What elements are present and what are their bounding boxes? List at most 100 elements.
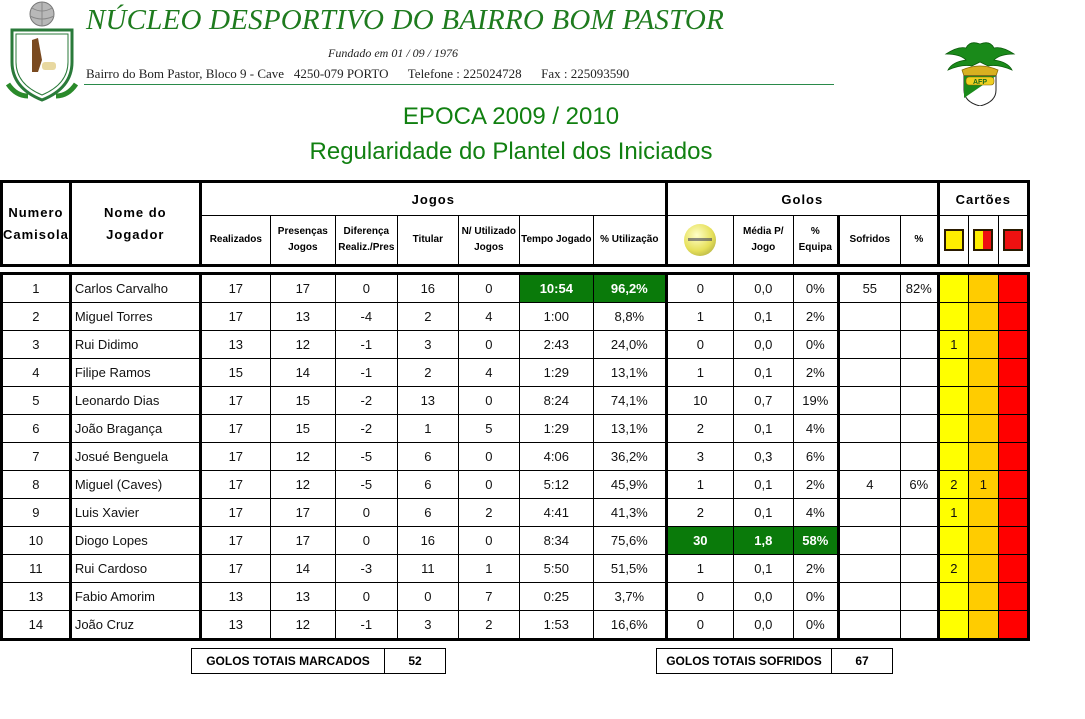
total-goals-conceded-value: 67: [831, 648, 893, 674]
cell-numero: 13: [0, 582, 72, 611]
cell-pct-sofridos: [899, 414, 940, 443]
cell-diferenca: -5: [334, 470, 398, 499]
header-titular: Titular: [396, 215, 459, 266]
cell-presencas: 14: [269, 358, 336, 387]
header-pct-sofridos: %: [899, 215, 940, 266]
cell-sofridos: [837, 330, 901, 359]
cell-nao-utilizado: 1: [457, 554, 520, 583]
cell-yellow-cards: [937, 302, 969, 331]
cell-titular: 16: [396, 273, 459, 303]
cell-yellow-cards: 1: [937, 498, 969, 527]
cell-diferenca: 0: [334, 526, 398, 555]
cell-titular: 2: [396, 302, 459, 331]
cell-pct-utilizacao: 3,7%: [592, 582, 668, 611]
section-title: Regularidade do Plantel dos Iniciados: [309, 138, 713, 165]
cell-numero: 11: [0, 554, 72, 583]
cell-nao-utilizado: 0: [457, 386, 520, 415]
cell-sofridos: [837, 498, 901, 527]
cell-second-yellow-cards: [967, 414, 999, 443]
cell-golos: 2: [665, 498, 734, 527]
cell-sofridos: [837, 358, 901, 387]
player-row: 14 João Cruz 13 12 -1 3 2 1:53 16,6% 0 0,0 0%: [0, 610, 1030, 641]
cell-pct-equipa: 2%: [792, 470, 840, 499]
cell-numero: 6: [0, 414, 72, 443]
player-row: 11 Rui Cardoso 17 14 -3 11 1 5:50 51,5% 1 0,1 2% 2: [0, 554, 1030, 583]
cell-pct-utilizacao: 96,2%: [592, 273, 668, 303]
cell-sofridos: [837, 414, 901, 443]
cell-presencas: 17: [269, 498, 336, 527]
cell-pct-utilizacao: 13,1%: [592, 358, 668, 387]
yellow-card-icon: [943, 229, 964, 251]
cell-realizados: 13: [199, 610, 271, 641]
cell-pct-utilizacao: 45,9%: [592, 470, 668, 499]
cell-second-yellow-cards: [967, 302, 999, 331]
cell-tempo-jogado: 1:29: [518, 414, 594, 443]
cell-diferenca: 0: [334, 582, 398, 611]
cell-realizados: 17: [199, 302, 271, 331]
cell-red-cards: [997, 526, 1030, 555]
cell-pct-utilizacao: 24,0%: [592, 330, 668, 359]
cell-tempo-jogado: 10:54: [518, 273, 594, 303]
cell-numero: 3: [0, 330, 72, 359]
cell-red-cards: [997, 414, 1030, 443]
cell-sofridos: [837, 386, 901, 415]
header-second-yellow-card: [967, 215, 999, 266]
cell-diferenca: -1: [334, 358, 398, 387]
cell-numero: 7: [0, 442, 72, 471]
cell-titular: 6: [396, 442, 459, 471]
cell-second-yellow-cards: 1: [967, 470, 999, 499]
cell-diferenca: -1: [334, 330, 398, 359]
cell-tempo-jogado: 4:41: [518, 498, 594, 527]
header-golos-marcados: [665, 215, 734, 266]
cell-presencas: 17: [269, 273, 336, 303]
cell-media: 0,0: [732, 273, 794, 303]
cell-golos: 0: [665, 582, 734, 611]
cell-pct-equipa: 19%: [792, 386, 840, 415]
cell-golos: 1: [665, 302, 734, 331]
cell-nome: Miguel (Caves): [69, 470, 202, 499]
player-row: 2 Miguel Torres 17 13 -4 2 4 1:00 8,8% 1 0,1 2%: [0, 302, 1030, 331]
cell-yellow-cards: [937, 442, 969, 471]
cell-titular: 11: [396, 554, 459, 583]
cell-tempo-jogado: 1:00: [518, 302, 594, 331]
cell-nao-utilizado: 0: [457, 526, 520, 555]
cell-second-yellow-cards: [967, 554, 999, 583]
cell-sofridos: 4: [837, 470, 901, 499]
cell-pct-equipa: 4%: [792, 498, 840, 527]
cell-yellow-cards: [937, 414, 969, 443]
cell-pct-sofridos: [899, 442, 940, 471]
season-title: EPOCA 2009 / 2010: [402, 103, 620, 130]
cell-golos: 10: [665, 386, 734, 415]
cell-diferenca: -3: [334, 554, 398, 583]
squad-regularity-table: Numero Camisola Nome do Jogador Jogos Golo…: [0, 180, 1030, 641]
cell-presencas: 12: [269, 330, 336, 359]
cell-pct-equipa: 2%: [792, 554, 840, 583]
cell-golos: 3: [665, 442, 734, 471]
cell-golos: 30: [665, 526, 734, 555]
cell-realizados: 17: [199, 470, 271, 499]
cell-pct-sofridos: [899, 582, 940, 611]
header-nome-jogador: Nome do Jogador: [69, 180, 202, 266]
cell-nao-utilizado: 2: [457, 498, 520, 527]
cell-realizados: 17: [199, 386, 271, 415]
cell-titular: 1: [396, 414, 459, 443]
phone: Telefone : 225024728: [407, 66, 522, 81]
fax: Fax : 225093590: [541, 66, 630, 81]
cell-titular: 16: [396, 526, 459, 555]
cell-second-yellow-cards: [967, 386, 999, 415]
total-goals-conceded-box: GOLOS TOTAIS SOFRIDOS 67: [656, 648, 893, 674]
cell-pct-equipa: 0%: [792, 273, 840, 303]
cell-nome: Fabio Amorim: [69, 582, 202, 611]
cell-tempo-jogado: 0:25: [518, 582, 594, 611]
cell-realizados: 13: [199, 582, 271, 611]
cell-golos: 1: [665, 358, 734, 387]
cell-numero: 14: [0, 610, 72, 641]
cell-second-yellow-cards: [967, 273, 999, 303]
cell-red-cards: [997, 610, 1030, 641]
cell-sofridos: [837, 302, 901, 331]
cell-media: 0,1: [732, 302, 794, 331]
cell-pct-sofridos: [899, 498, 940, 527]
cell-diferenca: -4: [334, 302, 398, 331]
cell-realizados: 17: [199, 273, 271, 303]
cell-pct-sofridos: [899, 610, 940, 641]
